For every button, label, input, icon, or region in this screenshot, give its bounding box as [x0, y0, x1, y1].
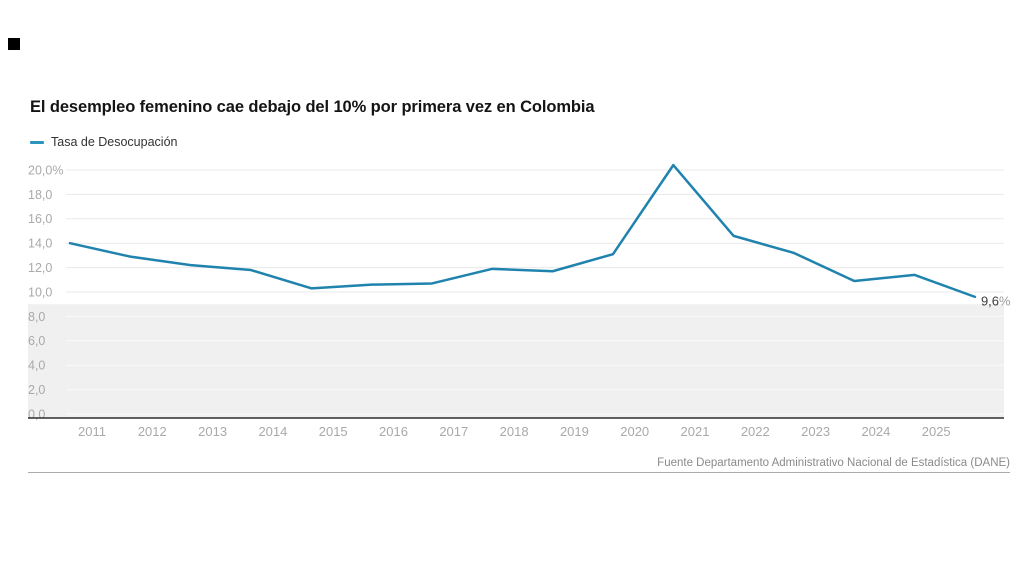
y-axis-label: 4,0 [28, 359, 45, 373]
y-axis-label: 8,0 [28, 310, 45, 324]
end-value-label: 9,6% [981, 293, 1011, 308]
legend-label: Tasa de Desocupación [51, 135, 178, 149]
y-axis-label: 0,0 [28, 407, 45, 421]
x-axis-label: 2016 [379, 424, 408, 439]
y-axis-label: 18,0 [28, 188, 52, 202]
legend-line-swatch [30, 140, 44, 144]
x-axis-label: 2013 [198, 424, 227, 439]
y-axis-label: 6,0 [28, 334, 45, 348]
y-axis-label: 14,0 [28, 237, 52, 251]
x-axis-label: 2012 [138, 424, 167, 439]
x-axis-label: 2021 [681, 424, 710, 439]
x-axis-label: 2018 [500, 424, 529, 439]
y-axis-label: 2,0 [28, 383, 45, 397]
chart-title: El desempleo femenino cae debajo del 10%… [30, 98, 595, 116]
x-axis-label: 2011 [78, 424, 106, 439]
below-threshold-band [28, 304, 1004, 418]
y-axis-label: 16,0 [28, 212, 52, 226]
x-axis-label: 2014 [258, 424, 287, 439]
y-axis-label: 12,0 [28, 261, 52, 275]
x-axis-label: 2019 [560, 424, 589, 439]
x-axis-label: 2022 [741, 424, 770, 439]
x-axis-label: 2017 [439, 424, 468, 439]
x-axis-label: 2015 [319, 424, 348, 439]
x-axis-label: 2023 [801, 424, 830, 439]
x-axis-label: 2020 [620, 424, 649, 439]
legend: Tasa de Desocupación [30, 134, 177, 150]
footer-divider [28, 472, 1010, 473]
unemployment-rate-line [68, 163, 977, 299]
source-note: Fuente Departamento Administrativo Nacio… [657, 457, 1010, 469]
x-axis-label: 2025 [922, 424, 951, 439]
x-axis-label: 2024 [861, 424, 890, 439]
logo-square [8, 38, 20, 50]
y-axis-label: 20,0% [28, 163, 63, 177]
y-axis-label: 10,0 [28, 285, 52, 299]
